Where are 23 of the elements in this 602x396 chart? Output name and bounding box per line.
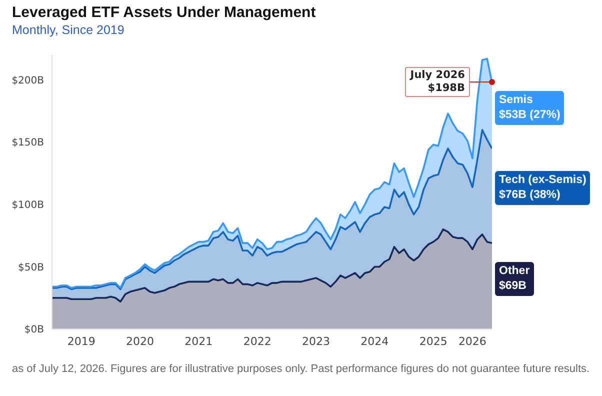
x-tick-label: 2023 <box>302 334 330 348</box>
y-tick-label: $150B <box>12 138 44 149</box>
x-tick-label: 2019 <box>67 334 96 348</box>
series-label: Tech (ex-Semis) <box>499 173 586 188</box>
annotation: $53B (27%) <box>499 108 560 123</box>
y-tick-label: $0B <box>24 324 44 336</box>
chart-title: Leveraged ETF Assets Under Management <box>12 4 316 21</box>
annotation: $69B <box>499 278 528 294</box>
x-tick-label: 2020 <box>126 334 154 348</box>
y-tick-label: $50B <box>18 262 44 274</box>
x-tick-label: 2025 <box>419 334 448 348</box>
x-tick-label: 2026 <box>458 334 486 348</box>
y-tick-label: $100B <box>12 200 44 212</box>
series-label: Semis <box>499 92 534 108</box>
y-tick-label: $200B <box>12 75 44 86</box>
annotation: July 2026 $198B <box>410 69 465 96</box>
x-tick-label: 2021 <box>184 334 213 348</box>
x-tick-label: 2022 <box>243 334 272 348</box>
x-tick-label: 2024 <box>360 334 389 348</box>
annotation: $76B (38%) <box>499 188 562 204</box>
chart-subtitle: Monthly, Since 2019 <box>12 23 124 37</box>
text: as of July 12, 2026. Figures are for illustrative purposes only. Past performance figures do not guarantee future results. <box>12 362 591 376</box>
series-label: Other <box>499 264 530 279</box>
